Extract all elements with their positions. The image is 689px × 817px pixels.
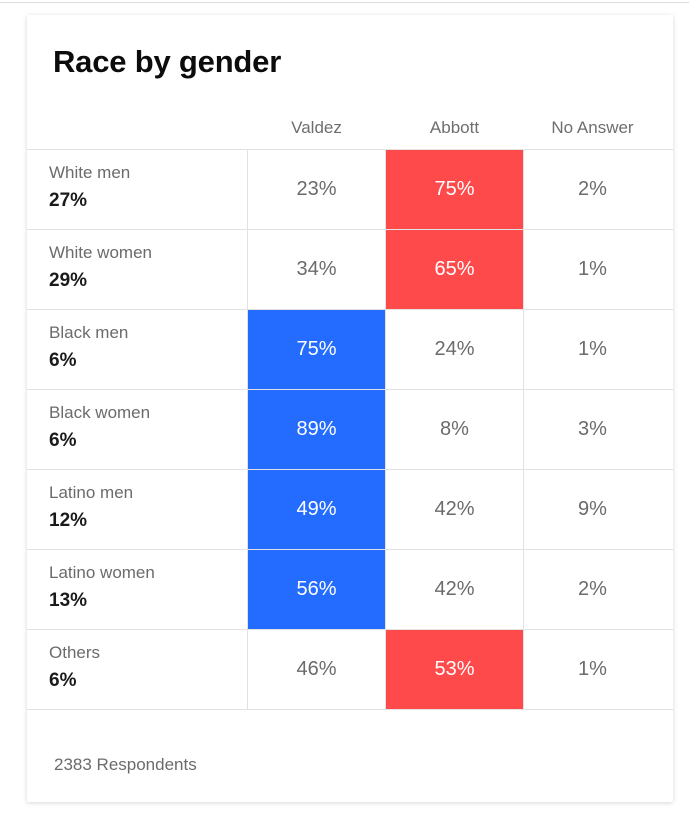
row-divider (27, 309, 673, 310)
row-divider (27, 629, 673, 630)
chart-title: Race by gender (53, 44, 282, 79)
group-name: Black women (49, 403, 151, 422)
cell-no-answer: 9% (578, 498, 607, 520)
row-label: Others 6% (49, 643, 100, 692)
table-row: White women 29% 34% 65% 1% (27, 229, 673, 309)
row-divider (27, 549, 673, 550)
row-label: White men 27% (49, 163, 130, 212)
table-row: Latino men 12% 49% 42% 9% (27, 469, 673, 549)
group-share: 6% (49, 670, 77, 691)
table-bottom-divider (27, 709, 673, 710)
cell-abbott: 42% (434, 578, 475, 600)
table-row: Black women 6% 89% 8% 3% (27, 389, 673, 469)
top-divider (0, 2, 689, 3)
cell-abbott: 24% (434, 338, 475, 360)
table-row: Latino women 13% 56% 42% 2% (27, 549, 673, 629)
cell-abbott: 65% (386, 230, 523, 309)
row-divider (27, 389, 673, 390)
row-label: Latino men 12% (49, 483, 133, 532)
row-label: White women 29% (49, 243, 152, 292)
group-name: White men (49, 163, 131, 182)
cell-no-answer: 1% (578, 658, 607, 680)
cell-abbott: 53% (386, 630, 523, 709)
column-divider (385, 149, 386, 709)
cell-valdez: 56% (248, 550, 385, 629)
cell-no-answer: 1% (578, 258, 607, 280)
table-row: Black men 6% 75% 24% 1% (27, 309, 673, 389)
results-card: Race by gender Valdez Abbott No Answer W… (27, 15, 673, 802)
row-label: Black women 6% (49, 403, 150, 452)
cell-no-answer: 2% (578, 178, 607, 200)
row-label: Black men 6% (49, 323, 128, 372)
row-divider (27, 469, 673, 470)
cell-valdez: 23% (296, 178, 337, 200)
cell-valdez: 46% (296, 658, 337, 680)
group-name: Latino women (49, 563, 155, 582)
group-name: Latino men (49, 483, 134, 502)
column-divider (523, 149, 524, 709)
cell-abbott: 8% (440, 418, 469, 440)
group-share: 6% (49, 430, 77, 451)
table-row: Others 6% 46% 53% 1% (27, 629, 673, 709)
cell-abbott: 75% (386, 150, 523, 229)
row-divider (27, 149, 673, 150)
group-share: 6% (49, 350, 77, 371)
cell-no-answer: 2% (578, 578, 607, 600)
table-row: White men 27% 23% 75% 2% (27, 149, 673, 229)
column-header-valdez: Valdez (291, 118, 342, 137)
group-name: Others (49, 643, 101, 662)
column-header-abbott: Abbott (429, 118, 480, 137)
cell-no-answer: 1% (578, 338, 607, 360)
group-share: 13% (49, 590, 88, 611)
group-name: White women (49, 243, 152, 262)
row-divider (27, 229, 673, 230)
cell-no-answer: 3% (578, 418, 607, 440)
group-share: 27% (49, 190, 88, 211)
cell-valdez: 89% (248, 390, 385, 469)
column-header-no-answer: No Answer (551, 118, 634, 137)
group-share: 12% (49, 510, 88, 531)
cell-valdez: 34% (296, 258, 337, 280)
cell-valdez: 75% (248, 310, 385, 389)
group-name: Black men (49, 323, 129, 342)
cell-abbott: 42% (434, 498, 475, 520)
respondents-count: 2383 Respondents (54, 755, 197, 774)
group-share: 29% (49, 270, 88, 291)
cell-valdez: 49% (248, 470, 385, 549)
column-divider (247, 149, 248, 709)
row-label: Latino women 13% (49, 563, 155, 612)
